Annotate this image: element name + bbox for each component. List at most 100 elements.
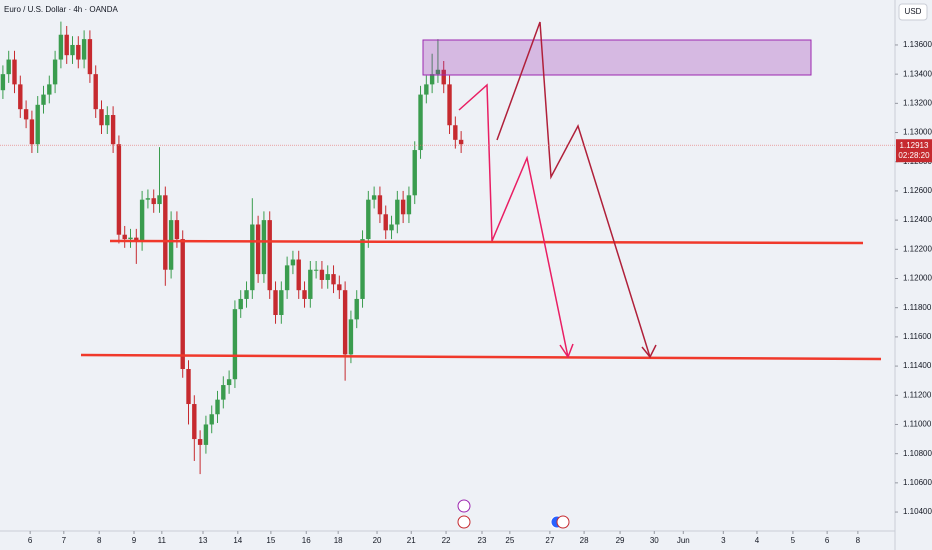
x-tick-label: 29	[616, 536, 625, 545]
currency-button[interactable]	[898, 3, 928, 21]
candle-body	[244, 290, 249, 299]
y-tick-label: 1.12600	[903, 186, 932, 195]
y-tick-label: 1.12200	[903, 244, 932, 253]
y-tick-label: 1.12000	[903, 274, 932, 283]
candle-body	[174, 220, 180, 240]
event-icon[interactable]	[556, 515, 570, 529]
x-tick-label: 25	[505, 536, 514, 545]
candle-body	[418, 94, 423, 151]
candle-body	[226, 379, 232, 386]
candle-body	[383, 214, 388, 231]
candle-body	[81, 39, 87, 60]
candle-body	[197, 439, 203, 445]
candle-body	[163, 195, 168, 270]
candle-body	[424, 84, 429, 95]
candle-body	[261, 220, 267, 275]
currency-label: USD	[905, 7, 922, 16]
candle-body	[70, 44, 75, 56]
x-tick-label: 28	[580, 536, 589, 545]
candle-body	[313, 269, 319, 271]
candle-body	[435, 69, 441, 75]
candle-body	[41, 94, 46, 105]
y-tick-label: 1.12400	[903, 215, 932, 224]
event-icon[interactable]	[457, 499, 471, 513]
candle-body	[58, 34, 64, 60]
candle-body	[377, 195, 383, 215]
x-tick-label: 6	[28, 536, 33, 545]
support-line	[109, 239, 864, 245]
candle-body	[209, 414, 214, 425]
candle-body	[87, 39, 93, 75]
candle-body	[0, 74, 6, 91]
x-tick-label: 14	[233, 536, 242, 545]
candle-body	[151, 198, 156, 205]
candle-body	[99, 109, 104, 126]
x-tick-label: 21	[407, 536, 416, 545]
y-tick-label: 1.11800	[903, 303, 932, 312]
candle-body	[273, 290, 278, 315]
candle-body	[186, 369, 191, 405]
candle-body	[29, 119, 35, 145]
x-tick-label: 9	[132, 536, 137, 545]
x-tick-label: 18	[334, 536, 343, 545]
candle-body	[12, 59, 17, 85]
candle-body	[447, 84, 452, 126]
candle-body	[23, 109, 29, 120]
candle-body	[145, 198, 151, 200]
candle-body	[157, 195, 162, 205]
candle-body	[371, 195, 377, 200]
candle-body	[290, 259, 296, 266]
x-tick-label: 20	[373, 536, 382, 545]
event-icon[interactable]	[457, 515, 471, 529]
x-tick-label: 22	[442, 536, 451, 545]
projection-path	[496, 21, 651, 358]
candle-body	[319, 269, 325, 280]
y-tick-label: 1.11000	[903, 420, 932, 429]
candle-body	[192, 404, 197, 440]
x-tick-label: 6	[825, 536, 830, 545]
candle-body	[18, 84, 23, 110]
projection-path	[458, 83, 569, 358]
y-tick-label: 1.13400	[903, 69, 932, 78]
candle-body	[284, 265, 290, 291]
y-tick-label: 1.13000	[903, 128, 932, 137]
last-price-label: 1.12913	[900, 141, 929, 150]
candles	[0, 21, 464, 475]
candle-body	[360, 239, 365, 299]
chart-title: Euro / U.S. Dollar · 4h · OANDA	[4, 5, 118, 14]
candle-body	[354, 298, 359, 320]
y-tick-label: 1.11600	[903, 332, 932, 341]
candle-body	[93, 74, 98, 110]
candle-body	[238, 298, 243, 310]
candle-body	[296, 259, 301, 291]
candle-body	[35, 104, 40, 145]
y-tick-label: 1.13600	[903, 40, 932, 49]
x-tick-label: 8	[97, 536, 102, 545]
candle-body	[389, 224, 394, 231]
candle-body	[76, 44, 81, 60]
support-line	[80, 353, 882, 361]
arrow-head	[559, 343, 574, 359]
candle-body	[441, 69, 446, 85]
y-tick-label: 1.10400	[903, 507, 932, 516]
candle-body	[232, 309, 238, 380]
candle-body	[221, 385, 226, 400]
candle-body	[400, 199, 406, 215]
candle-body	[105, 115, 110, 126]
x-tick-label: 15	[266, 536, 275, 545]
y-tick-label: 1.13200	[903, 98, 932, 107]
candle-body	[180, 239, 185, 370]
x-tick-label: 23	[478, 536, 487, 545]
x-tick-label: 7	[62, 536, 67, 545]
candle-body	[366, 199, 371, 240]
candle-body	[215, 399, 220, 415]
last-price-tag	[896, 139, 932, 163]
candle-body	[6, 59, 11, 75]
candle-body	[406, 195, 412, 215]
x-tick-label: 16	[302, 536, 311, 545]
candle-body	[139, 199, 145, 243]
x-tick-label: 5	[791, 536, 796, 545]
candle-body	[64, 34, 69, 56]
